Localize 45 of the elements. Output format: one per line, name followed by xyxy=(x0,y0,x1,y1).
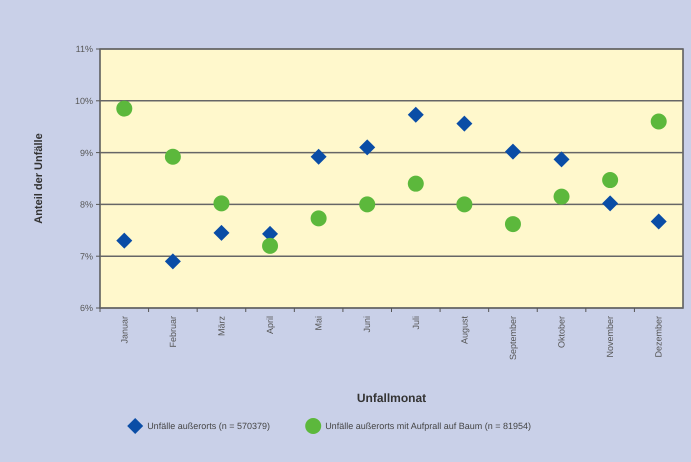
point xyxy=(164,148,181,165)
x-tick-label: Februar xyxy=(168,316,178,348)
y-tick-label: 9% xyxy=(80,148,93,158)
x-axis-title: Unfallmonat xyxy=(356,391,426,405)
point xyxy=(310,210,327,226)
point xyxy=(408,176,424,192)
point xyxy=(456,116,472,132)
point xyxy=(213,195,230,212)
point xyxy=(602,172,618,188)
x-tick-label: Juni xyxy=(362,316,372,333)
x-tick-label: April xyxy=(265,316,276,334)
x-tick-label: Juli xyxy=(410,316,421,330)
point xyxy=(116,100,132,117)
point xyxy=(408,106,424,123)
y-tick-label: 10% xyxy=(74,96,93,106)
point xyxy=(650,213,667,230)
point xyxy=(116,232,132,249)
x-tick-label: Januar xyxy=(119,316,130,344)
y-axis-title: Anteil der Unfälle xyxy=(33,133,45,224)
legend-label: Unfälle außerorts mit Aufprall auf Baum (n = 81954) xyxy=(325,421,532,432)
point xyxy=(359,196,376,212)
x-tick-label: August xyxy=(459,316,470,344)
point xyxy=(602,195,618,212)
y-tick-label: 7% xyxy=(80,251,93,262)
point xyxy=(262,238,278,254)
point xyxy=(213,224,230,241)
y-tick-label: 8% xyxy=(80,200,93,210)
point xyxy=(456,196,472,212)
x-tick-label: Mai xyxy=(314,316,324,331)
point xyxy=(554,188,570,205)
point xyxy=(164,253,181,270)
point xyxy=(359,139,376,156)
y-tick-label: 11% xyxy=(76,44,93,54)
x-tick-label: September xyxy=(508,316,518,360)
y-tick-label: 6% xyxy=(80,303,93,314)
legend-label: Unfälle außerorts (n = 570379) xyxy=(147,421,270,432)
x-tick-label: Dezember xyxy=(654,316,664,358)
x-tick-label: Oktober xyxy=(556,316,567,348)
point xyxy=(310,148,327,165)
point xyxy=(650,114,667,130)
x-tick-label: März xyxy=(216,316,226,336)
point xyxy=(554,151,570,168)
x-tick-label: November xyxy=(605,316,616,358)
point xyxy=(504,144,521,160)
point xyxy=(504,216,521,232)
